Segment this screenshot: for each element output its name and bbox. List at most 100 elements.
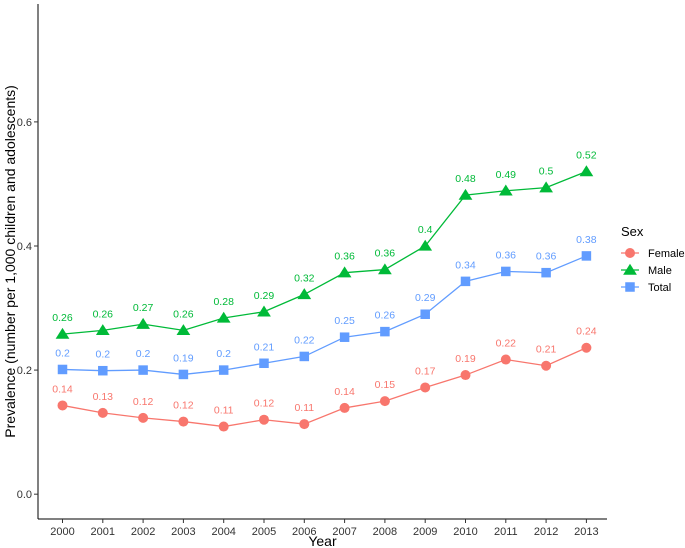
x-tick-label: 2000 (50, 526, 74, 538)
male-point (539, 181, 553, 193)
female-point (420, 382, 431, 393)
x-axis-ticks: 2000 2001 2002 2003 2004 2005 2006 2007 2008 2009… (50, 519, 599, 538)
male-data-label: 0.32 (294, 272, 315, 284)
total-point (501, 266, 511, 277)
male-point (216, 311, 231, 323)
male-series-line (62, 170, 587, 335)
x-tick-label: 2007 (332, 526, 356, 538)
female-data-label: 0.11 (214, 405, 234, 417)
total-point (420, 309, 430, 319)
female-data-label: 0.14 (52, 383, 73, 395)
legend-female-marker (625, 248, 635, 258)
total-data-label: 0.19 (173, 352, 194, 364)
x-tick-label: 2008 (373, 526, 397, 538)
total-data-label: 0.38 (576, 234, 597, 246)
male-point (337, 266, 352, 278)
male-data-label: 0.26 (93, 308, 114, 320)
male-data-label: 0.26 (173, 308, 194, 320)
male-point (498, 184, 513, 196)
total-data-label: 0.25 (334, 315, 355, 327)
total-data-label: 0.22 (294, 334, 315, 346)
total-data-label: 0.21 (254, 341, 275, 353)
series-markers (55, 165, 594, 432)
male-data-label: 0.27 (133, 302, 154, 314)
total-data-label: 0.2 (95, 349, 110, 361)
male-data-label: 0.5 (539, 166, 554, 178)
male-point (579, 165, 594, 177)
x-tick-label: 2006 (292, 526, 316, 538)
total-data-label: 0.36 (496, 249, 517, 261)
male-data-label: 0.28 (213, 296, 234, 308)
x-tick-label: 2009 (413, 526, 437, 538)
female-point (581, 342, 592, 353)
total-point (380, 326, 390, 337)
x-tick-label: 2010 (453, 526, 477, 538)
total-point (460, 276, 471, 287)
total-point (178, 369, 189, 380)
legend-female-label: Female (648, 248, 685, 260)
total-point (98, 365, 108, 376)
total-point (218, 365, 229, 375)
female-point (299, 419, 310, 430)
y-axis-title: Prevalence (number per 1,000 children an… (2, 85, 18, 438)
data-labels: 0.14 0.13 0.12 0.12 0.11 0.12 0.11 0.14 0.15 0.17… (52, 150, 596, 417)
female-data-label: 0.24 (576, 326, 597, 338)
x-tick-label: 2013 (574, 526, 598, 538)
female-point (339, 402, 350, 413)
legend-title: Sex (621, 224, 644, 239)
y-tick-label: 0.2 (17, 365, 32, 377)
female-point (379, 396, 390, 407)
female-data-label: 0.13 (93, 391, 114, 403)
total-point (57, 364, 68, 375)
male-data-label: 0.52 (576, 150, 597, 162)
female-point (500, 354, 511, 365)
male-point (378, 263, 392, 275)
female-point (259, 414, 269, 425)
total-series-line (62, 255, 587, 376)
male-point (176, 324, 191, 336)
female-point (218, 421, 229, 432)
y-axis-ticks: 0.0 0.2 0.4 0.6 (17, 117, 38, 501)
female-point (541, 360, 552, 371)
female-data-label: 0.12 (173, 400, 194, 412)
total-data-label: 0.36 (536, 251, 557, 263)
male-data-label: 0.36 (375, 248, 396, 260)
female-data-label: 0.11 (294, 402, 314, 414)
female-point (97, 407, 108, 418)
total-data-label: 0.2 (136, 348, 151, 360)
female-point (178, 416, 189, 427)
total-point (581, 251, 592, 261)
total-point (339, 332, 350, 342)
total-data-label: 0.26 (375, 310, 396, 322)
total-data-label: 0.34 (455, 259, 476, 271)
male-point (418, 239, 433, 251)
total-data-label: 0.2 (55, 347, 70, 359)
male-point (55, 327, 70, 339)
male-data-label: 0.36 (334, 251, 355, 263)
female-data-label: 0.17 (415, 365, 436, 377)
female-data-label: 0.22 (496, 338, 517, 350)
total-data-label: 0.2 (216, 348, 231, 360)
male-data-label: 0.26 (52, 312, 73, 324)
x-tick-label: 2005 (252, 526, 276, 538)
female-point (460, 370, 471, 381)
y-tick-label: 0.4 (17, 241, 32, 253)
legend-total-label: Total (648, 282, 671, 294)
male-point (257, 305, 271, 317)
male-point (136, 317, 150, 329)
female-data-label: 0.21 (536, 344, 557, 356)
legend: Sex Female Male Total (621, 224, 685, 294)
total-point (259, 358, 269, 369)
series-lines (62, 170, 587, 428)
female-data-label: 0.12 (254, 398, 275, 410)
male-point (458, 188, 473, 200)
x-tick-label: 2002 (131, 526, 155, 538)
female-data-label: 0.14 (334, 386, 355, 398)
legend-male-label: Male (648, 265, 672, 277)
total-point (138, 365, 148, 375)
female-data-label: 0.12 (133, 396, 154, 408)
x-tick-label: 2011 (494, 526, 518, 538)
legend-male-marker (623, 263, 637, 275)
x-axis-title: Year (308, 533, 337, 548)
total-point (299, 351, 310, 362)
